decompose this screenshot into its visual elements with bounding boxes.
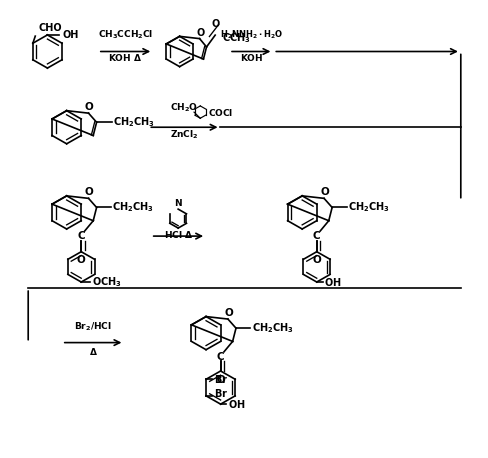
Text: $\mathbf{H_2NNH_2 \cdot H_2O}$: $\mathbf{H_2NNH_2 \cdot H_2O}$: [219, 28, 283, 41]
Text: $\mathbf{ZnCl_2}$: $\mathbf{ZnCl_2}$: [170, 128, 198, 141]
Text: $\mathbf{OH}$: $\mathbf{OH}$: [324, 276, 341, 288]
Text: C: C: [77, 231, 85, 241]
Text: $\mathbf{CH_2CH_3}$: $\mathbf{CH_2CH_3}$: [251, 321, 293, 335]
Text: C: C: [216, 352, 224, 361]
Text: $\mathbf{\Delta}$: $\mathbf{\Delta}$: [88, 346, 97, 357]
Text: C: C: [312, 231, 320, 241]
Text: $\mathbf{CCH_3}$: $\mathbf{CCH_3}$: [222, 32, 250, 45]
Text: $\mathbf{OCH_3}$: $\mathbf{OCH_3}$: [92, 275, 122, 289]
Text: $\mathbf{Br}$: $\mathbf{Br}$: [213, 387, 227, 399]
Text: O: O: [77, 255, 85, 265]
Text: $\mathbf{KOH}$: $\mathbf{KOH}$: [239, 53, 263, 64]
Text: CHO: CHO: [39, 23, 62, 33]
Text: O: O: [84, 102, 93, 112]
Text: $\mathbf{CH_3CCH_2Cl}$: $\mathbf{CH_3CCH_2Cl}$: [98, 28, 153, 41]
Text: $\mathbf{KOH\ \Delta}$: $\mathbf{KOH\ \Delta}$: [108, 53, 142, 64]
Text: O: O: [211, 19, 219, 29]
Text: $\mathbf{Br}$: $\mathbf{Br}$: [213, 373, 227, 385]
Text: O: O: [312, 255, 321, 265]
Text: $\mathbf{CH_2CH_3}$: $\mathbf{CH_2CH_3}$: [113, 115, 155, 129]
Text: $\mathbf{OH}$: $\mathbf{OH}$: [228, 398, 245, 410]
Text: $\mathbf{CH_2CH_3}$: $\mathbf{CH_2CH_3}$: [112, 201, 154, 214]
Text: N: N: [174, 199, 182, 208]
Text: OH: OH: [62, 30, 79, 40]
Text: O: O: [224, 308, 232, 318]
Text: $\mathbf{Br_2/HCl}$: $\mathbf{Br_2/HCl}$: [74, 321, 112, 333]
Text: $\mathbf{HCl\ \Delta}$: $\mathbf{HCl\ \Delta}$: [163, 229, 192, 240]
Text: O: O: [216, 376, 224, 386]
Text: $\mathbf{COCl}$: $\mathbf{COCl}$: [208, 107, 233, 118]
Text: O: O: [84, 187, 93, 197]
Text: O: O: [196, 27, 204, 38]
Text: O: O: [320, 187, 328, 197]
Text: $\mathbf{CH_2O}$: $\mathbf{CH_2O}$: [170, 102, 198, 114]
Text: $\mathbf{CH_2CH_3}$: $\mathbf{CH_2CH_3}$: [347, 201, 389, 214]
